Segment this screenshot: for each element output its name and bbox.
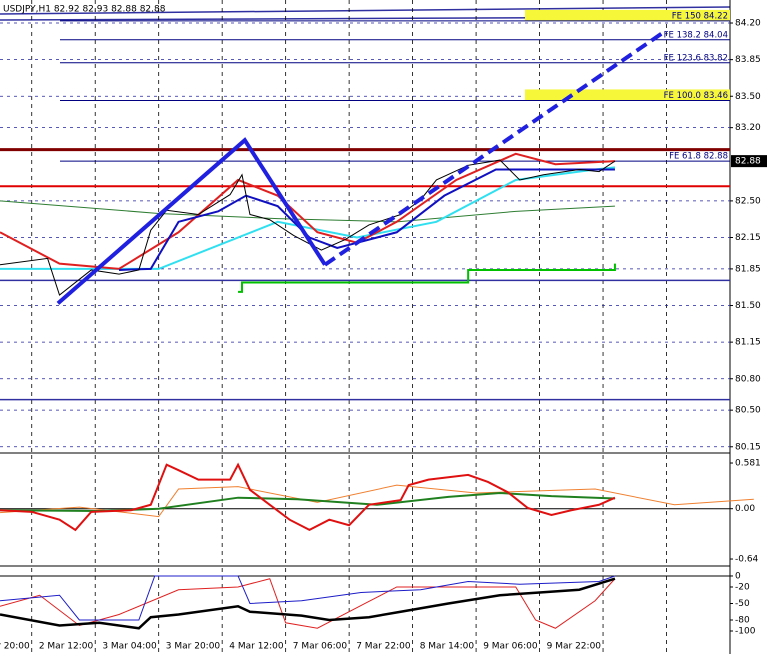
x-tick-label: 7 Mar 22:00	[356, 642, 411, 652]
y-tick-label: 81.50	[735, 301, 761, 311]
series-line	[0, 575, 616, 621]
y-tick-label: 83.20	[735, 123, 761, 133]
series-line	[238, 263, 616, 293]
trend-line	[0, 6, 731, 15]
x-tick-label: r 20:00	[0, 642, 30, 652]
y-tick-label: 81.85	[735, 264, 761, 274]
y-tick-label: 0.00	[735, 504, 755, 514]
series-line	[0, 152, 615, 270]
series-line	[0, 484, 754, 518]
x-tick-label: 3 Mar 04:00	[102, 642, 157, 652]
y-tick-label: 0.581	[735, 459, 761, 469]
fe-label: FE 123.6 83.82	[664, 53, 728, 63]
x-tick-label: 9 Mar 22:00	[547, 642, 602, 652]
series-line	[323, 31, 663, 267]
fe-highlight	[525, 9, 730, 21]
x-tick-label: 2 Mar 12:00	[39, 642, 94, 652]
price-box	[731, 155, 767, 168]
x-tick-label: 8 Mar 14:00	[420, 642, 475, 652]
y-tick-label: -0.64	[735, 555, 759, 565]
y-tick-label: -100	[735, 627, 756, 637]
fe-label: FE 61.8 82.88	[669, 152, 728, 162]
y-tick-label: 84.20	[735, 19, 761, 29]
series-line	[0, 462, 616, 532]
fe-label: FE 138.2 84.04	[664, 30, 728, 40]
x-tick-label: 3 Mar 20:00	[166, 642, 221, 652]
fe-label: FE 150 84.22	[672, 11, 728, 21]
series-line	[0, 159, 616, 296]
x-tick-label: 9 Mar 06:00	[483, 642, 538, 652]
y-tick-label: 81.15	[735, 338, 761, 348]
x-tick-label: 7 Mar 06:00	[293, 642, 348, 652]
y-tick-label: -20	[735, 582, 750, 592]
price-label: 82.88	[735, 157, 761, 167]
y-tick-label: -80	[735, 615, 750, 625]
y-tick-label: 82.50	[735, 196, 761, 206]
x-tick-label: 4 Mar 12:00	[229, 642, 284, 652]
y-tick-label: 83.85	[735, 55, 761, 65]
chart-header: USDJPY,H1 82.92 82.93 82.88 82.88	[3, 5, 166, 15]
y-tick-label: 83.50	[735, 92, 761, 102]
y-tick-label: 82.15	[735, 233, 761, 243]
fe-highlight	[525, 89, 730, 101]
y-tick-label: -50	[735, 599, 750, 609]
fe-label: FE 100.0 83.46	[664, 91, 728, 101]
y-tick-label: 80.15	[735, 442, 761, 452]
series-line	[0, 577, 616, 630]
y-tick-label: 80.50	[735, 406, 761, 416]
series-line	[0, 200, 615, 223]
series-line	[0, 166, 616, 270]
y-tick-label: 80.80	[735, 374, 761, 384]
series-line	[56, 137, 327, 305]
y-tick-label: 0	[735, 571, 741, 581]
